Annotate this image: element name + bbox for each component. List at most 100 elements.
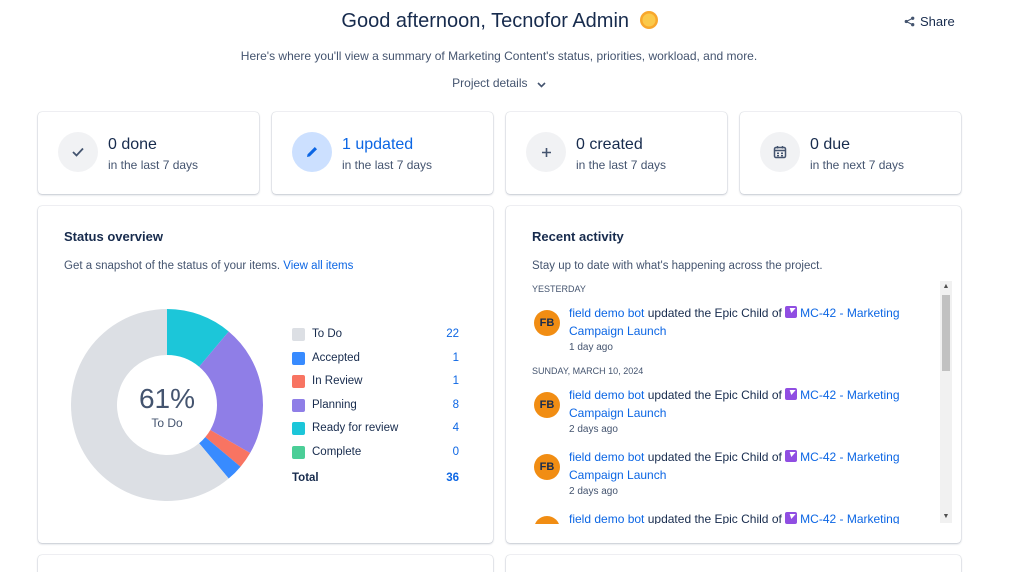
legend-item[interactable]: To Do 22 [292,326,462,350]
legend-item[interactable]: Complete 0 [292,444,462,468]
status-donut-chart [71,309,263,501]
status-legend: To Do 22 Accepted 1 In Review 1 Planning 8 Ready… [292,326,462,492]
donut-center: 61% To Do [70,308,264,502]
view-all-items-link[interactable]: View all items [283,260,354,272]
status-overview-desc-text: Get a snapshot of the status of your ite… [64,260,281,272]
stat-updated-value[interactable]: 1 updated [342,136,414,153]
activity-day-heading: SUNDAY, MARCH 10, 2024 [532,366,644,376]
pencil-icon [292,132,332,172]
activity-action: updated the Epic Child of [647,512,782,524]
activity-time: 2 days ago [569,486,618,497]
stat-card-done: 0 done in the last 7 days [38,112,259,194]
share-icon [904,16,915,27]
donut-slice-to-do[interactable] [71,309,229,501]
plus-icon [526,132,566,172]
legend-count[interactable]: 0 [452,445,459,458]
activity-actor-link[interactable]: field demo bot [569,388,645,402]
stat-created-period: in the last 7 days [576,158,667,172]
avatar[interactable]: FB [534,392,560,418]
chevron-down-icon [537,82,546,88]
activity-text: field demo bot updated the Epic Child of… [569,510,909,524]
stat-due-period: in the next 7 days [810,158,905,172]
legend-label: Ready for review [312,422,399,435]
legend-label: Planning [312,398,357,411]
sun-icon [639,11,658,29]
recent-activity-panel: Recent activity Stay up to date with wha… [506,206,961,543]
activity-issue-link[interactable]: MC-42 - Marketing Campaign Launch [569,388,900,420]
legend-label: Accepted [312,351,360,364]
legend-item[interactable]: Ready for review 4 [292,420,462,444]
status-overview-panel: Status overview Get a snapshot of the st… [38,206,493,543]
activity-issue-link[interactable]: MC-42 - Marketing [800,512,900,524]
donut-center-percent: 61% [138,383,196,414]
page-subtitle: Here's where you'll view a summary of Ma… [240,49,758,63]
epic-icon [785,306,798,318]
legend-count[interactable]: 8 [452,398,459,411]
legend-item[interactable]: Planning 8 [292,397,462,421]
legend-swatch [292,445,305,459]
legend-total-label: Total [292,471,319,484]
stat-created-value: 0 created [576,136,643,153]
activity-actor-link[interactable]: field demo bot [569,450,645,464]
legend-label: In Review [312,375,363,388]
stat-done-period: in the last 7 days [108,158,199,172]
donut-slice-ready-for-review[interactable] [167,309,229,367]
activity-actor-link[interactable]: field demo bot [569,512,645,524]
activity-time: 1 day ago [569,342,613,353]
donut-slice-accepted[interactable] [199,437,241,479]
status-overview-title: Status overview [64,229,163,244]
project-details-toggle[interactable]: Project details [0,76,998,90]
legend-count[interactable]: 1 [452,375,459,388]
activity-action: updated the Epic Child of [647,306,782,320]
scroll-up-arrow-icon[interactable]: ▲ [942,283,950,290]
donut-slice-in-review[interactable] [205,430,251,467]
page-title: Good afternoon, Tecnofor Admin [0,10,1000,33]
check-icon [58,132,98,172]
legend-count[interactable]: 22 [446,328,459,340]
avatar[interactable]: FB [534,454,560,480]
activity-action: updated the Epic Child of [647,450,782,464]
recent-activity-description: Stay up to date with what's happening ac… [532,260,823,272]
stat-updated-period: in the last 7 days [342,158,433,172]
donut-center-label: To Do [151,416,183,430]
avatar[interactable]: FB [534,516,560,524]
scroll-down-arrow-icon[interactable]: ▼ [942,513,950,520]
legend-item[interactable]: Accepted 1 [292,350,462,374]
activity-item: FB field demo bot updated the Epic Child … [532,304,952,366]
share-button[interactable]: Share [904,14,955,29]
activity-scrollbar[interactable]: ▲ ▼ [940,281,952,523]
activity-item: FB field demo bot updated the Epic Child … [532,386,952,448]
activity-item: FB field demo bot updated the Epic Child … [532,510,952,524]
activity-text: field demo bot updated the Epic Child of… [569,386,909,422]
activity-action: updated the Epic Child of [647,388,782,402]
legend-label: Complete [312,445,362,458]
activity-issue-link[interactable]: MC-42 - Marketing Campaign Launch [569,306,900,338]
legend-swatch [292,351,305,365]
activity-feed[interactable]: YESTERDAY FB field demo bot updated the Ep… [532,284,952,524]
scroll-thumb[interactable] [942,295,950,371]
legend-swatch [292,398,305,412]
greeting-text: Good afternoon, Tecnofor Admin [341,10,630,32]
recent-activity-title: Recent activity [532,229,624,244]
calendar-icon [760,132,800,172]
epic-icon [785,512,798,524]
epic-icon [785,388,798,400]
legend-label: To Do [312,328,343,340]
activity-actor-link[interactable]: field demo bot [569,306,645,320]
activity-item: FB field demo bot updated the Epic Child … [532,448,952,510]
legend-count[interactable]: 1 [452,351,459,364]
page-header: Good afternoon, Tecnofor Admin Share Her… [0,0,1024,100]
legend-swatch [292,422,305,436]
legend-total-count[interactable]: 36 [446,471,459,484]
stat-card-updated[interactable]: 1 updated in the last 7 days [272,112,493,194]
stat-card-created: 0 created in the last 7 days [506,112,727,194]
legend-swatch [292,328,305,341]
legend-item[interactable]: In Review 1 [292,373,462,397]
avatar[interactable]: FB [534,310,560,336]
activity-issue-link[interactable]: MC-42 - Marketing Campaign Launch [569,450,900,482]
donut-slice-planning[interactable] [199,331,263,453]
share-label: Share [920,14,955,29]
activity-time: 2 days ago [569,424,618,435]
bottom-card-left [38,555,493,572]
legend-count[interactable]: 4 [452,422,459,435]
